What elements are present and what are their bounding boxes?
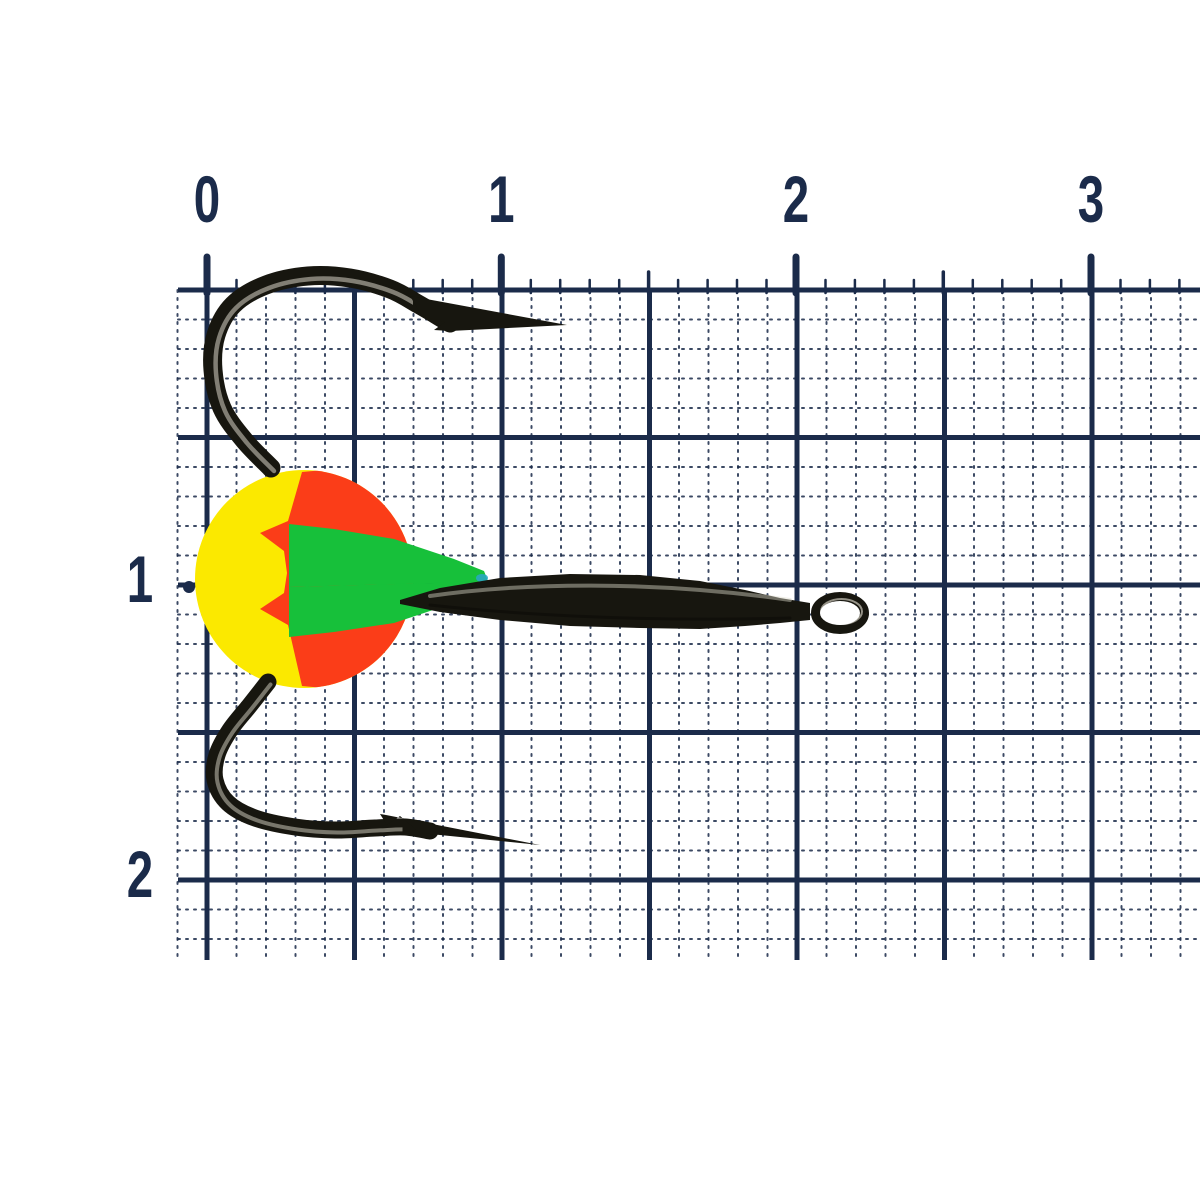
svg-text:1: 1 (488, 163, 514, 236)
svg-text:2: 2 (783, 163, 809, 236)
svg-text:2: 2 (127, 838, 153, 911)
svg-text:1: 1 (127, 543, 153, 616)
svg-text:3: 3 (1078, 163, 1104, 236)
svg-text:0: 0 (194, 163, 220, 236)
